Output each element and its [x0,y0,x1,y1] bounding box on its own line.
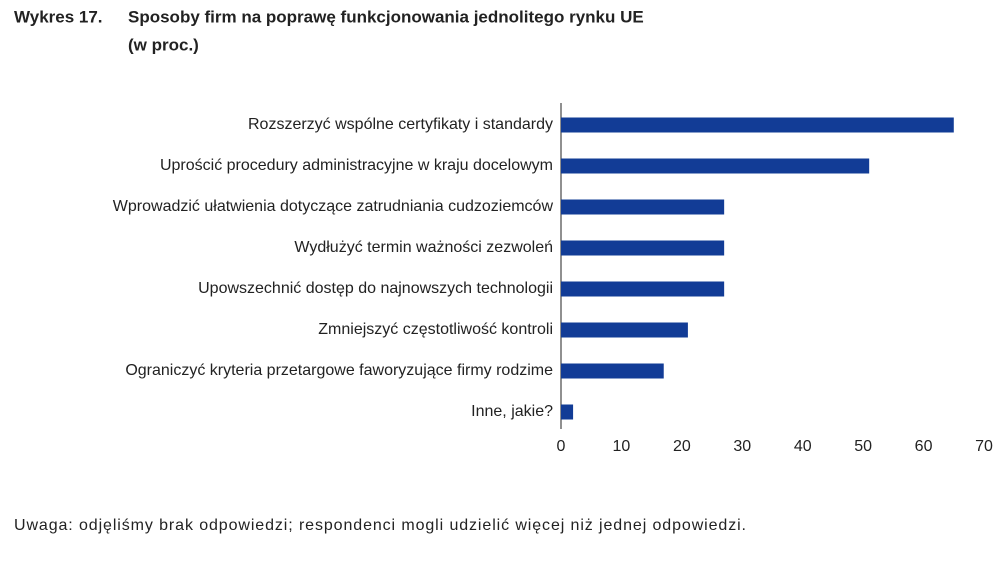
x-tick-label: 30 [733,438,751,455]
bar [561,240,725,256]
chart-title: Sposoby firm na poprawę funkcjonowania j… [128,7,644,26]
y-tick-label: Upowszechnić dostęp do najnowszych techn… [198,280,553,297]
bar [561,363,664,379]
y-tick-label: Inne, jakie? [471,403,553,420]
chart-title: (w proc.) [128,35,199,54]
y-tick-label: Wprowadzić ułatwienia dotyczące zatrudni… [113,198,554,215]
chart-label: Wykres 17. [14,7,103,26]
x-tick-label: 20 [673,438,691,455]
y-tick-label: Wydłużyć termin ważności zezwoleń [294,239,553,256]
x-tick-label: 10 [613,438,631,455]
y-tick-label: Zmniejszyć częstotliwość kontroli [318,321,553,338]
bar [561,322,688,338]
x-tick-label: 70 [975,438,993,455]
note: Uwaga: odjęliśmy brak odpowiedzi; respon… [14,517,747,534]
bar [561,404,574,420]
bar [561,281,725,297]
y-tick-label: Rozszerzyć wspólne certyfikaty i standar… [248,116,553,133]
bar [561,199,725,215]
x-tick-label: 60 [915,438,933,455]
y-tick-label: Ograniczyć kryteria przetargowe faworyzu… [125,362,553,379]
y-tick-label: Uprościć procedury administracyjne w kra… [160,157,553,174]
x-tick-label: 0 [557,438,566,455]
x-tick-label: 40 [794,438,812,455]
bar [561,158,870,174]
bar [561,117,954,133]
x-tick-label: 50 [854,438,872,455]
